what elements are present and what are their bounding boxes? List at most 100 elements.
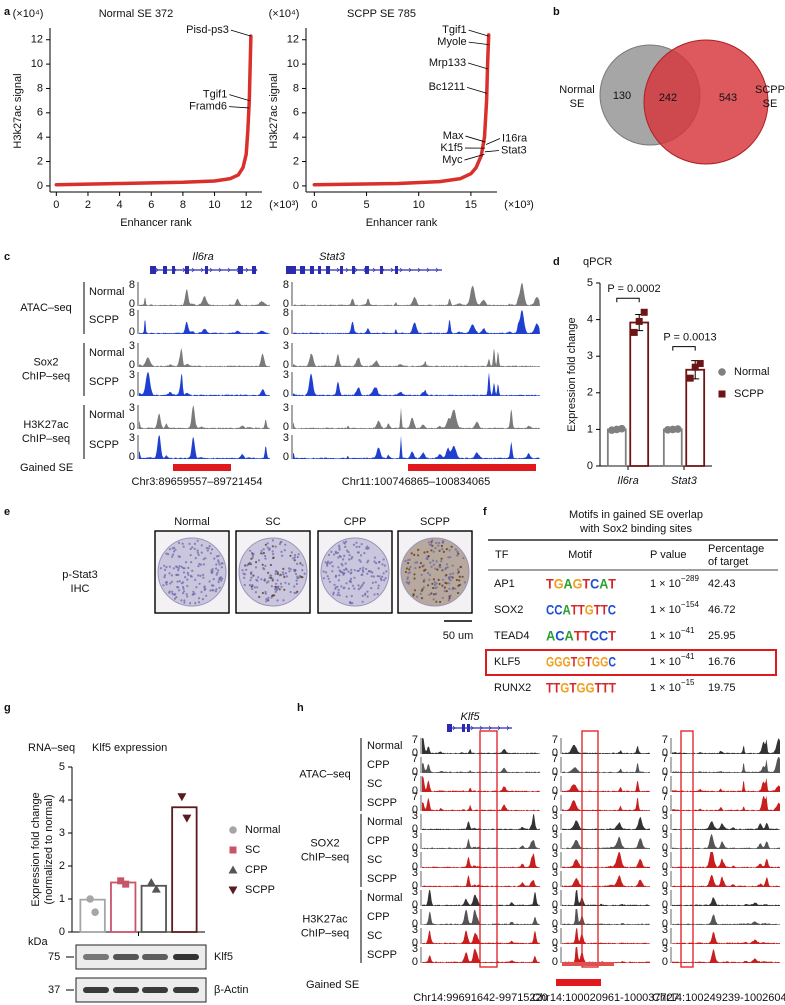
cell	[445, 582, 448, 585]
cell	[288, 570, 291, 573]
strand-arrow	[254, 267, 258, 273]
cell	[451, 588, 454, 591]
cell	[444, 567, 447, 571]
cell	[449, 579, 452, 582]
track-scale: 3	[412, 943, 418, 955]
cell	[262, 548, 265, 551]
track-scale-min: 0	[129, 326, 135, 338]
signal-track	[672, 777, 780, 792]
track-scale: 3	[552, 924, 558, 936]
cell	[180, 599, 183, 602]
cell	[332, 593, 335, 596]
strand-arrow	[452, 725, 456, 731]
cell	[183, 599, 186, 602]
cell	[255, 578, 258, 582]
cell	[241, 569, 244, 572]
cell	[416, 561, 419, 564]
cell	[449, 556, 452, 559]
cell	[378, 575, 381, 578]
tf-name: TEAD4	[494, 630, 529, 642]
tf-name: KLF5	[494, 656, 520, 668]
p-value: 1 × 10−154	[650, 600, 699, 616]
cell	[211, 568, 214, 571]
cell	[186, 584, 189, 588]
exon	[163, 266, 167, 274]
cell	[217, 581, 220, 584]
cell	[406, 559, 410, 562]
cell	[187, 573, 190, 576]
cell	[198, 597, 201, 600]
cell	[215, 573, 218, 576]
cell	[454, 548, 457, 551]
leader-line	[468, 41, 489, 46]
cell	[340, 585, 343, 588]
track-scale-min: 0	[283, 388, 289, 400]
data-point	[686, 374, 694, 382]
cell	[451, 564, 454, 567]
track-scale: 3	[662, 848, 668, 860]
strand-arrow	[426, 267, 430, 273]
signal-track	[293, 372, 540, 396]
significance-bracket	[616, 297, 640, 303]
cell	[362, 570, 365, 573]
cell	[206, 549, 209, 552]
y-tick-label: 6	[37, 107, 43, 119]
cell	[280, 585, 283, 589]
cell	[183, 601, 186, 604]
cell	[432, 586, 435, 590]
cell	[462, 557, 465, 560]
cell	[193, 542, 197, 546]
track-scale: 3	[552, 810, 558, 822]
y-tick-label: 2	[293, 155, 299, 167]
cell	[209, 552, 212, 555]
cell	[200, 544, 203, 547]
row-label: Normal	[367, 816, 402, 828]
cell	[327, 577, 330, 580]
cell	[185, 593, 188, 596]
cell	[170, 574, 173, 577]
x-tick-label: Il6ra	[617, 475, 638, 487]
cell	[385, 570, 388, 573]
track-scale-min: 0	[662, 918, 668, 930]
panel-letter: g	[4, 702, 11, 714]
group-label: ChIP–seq	[22, 433, 70, 445]
cell	[282, 573, 285, 576]
cell	[249, 572, 252, 575]
x-tick-label: 10	[413, 199, 425, 211]
cell	[177, 541, 181, 545]
strand-arrow	[291, 267, 295, 273]
cell	[370, 575, 373, 578]
cell	[293, 591, 296, 595]
strand-arrow	[488, 725, 492, 731]
cell	[250, 576, 253, 579]
strand-arrow	[345, 267, 349, 273]
cell	[353, 587, 356, 590]
cell	[217, 569, 220, 572]
region: Chr11:100746865–100834065	[342, 476, 490, 488]
panel-letter: d	[553, 256, 560, 268]
panel-letter: a	[4, 6, 11, 18]
legend-marker	[229, 826, 237, 834]
cell	[417, 548, 420, 552]
y-tick-label: 12	[31, 34, 43, 46]
track-scale: 3	[552, 905, 558, 917]
cell	[408, 568, 411, 571]
track-scale: 7	[412, 791, 418, 803]
signal-track	[562, 875, 650, 887]
table-header: P value	[650, 549, 687, 561]
cell	[366, 590, 369, 593]
cell	[293, 570, 296, 573]
cell	[345, 540, 348, 543]
cell	[182, 590, 186, 593]
cell	[430, 565, 433, 568]
leader-line	[229, 106, 250, 109]
cell	[299, 562, 302, 565]
track-scale-min: 0	[552, 899, 558, 911]
track-scale: 3	[129, 402, 135, 414]
cell	[165, 552, 168, 555]
signal-track	[672, 834, 780, 849]
cell	[334, 587, 337, 590]
signal-track	[672, 914, 780, 925]
cell	[303, 572, 306, 575]
blot-marker: 37	[48, 984, 60, 996]
